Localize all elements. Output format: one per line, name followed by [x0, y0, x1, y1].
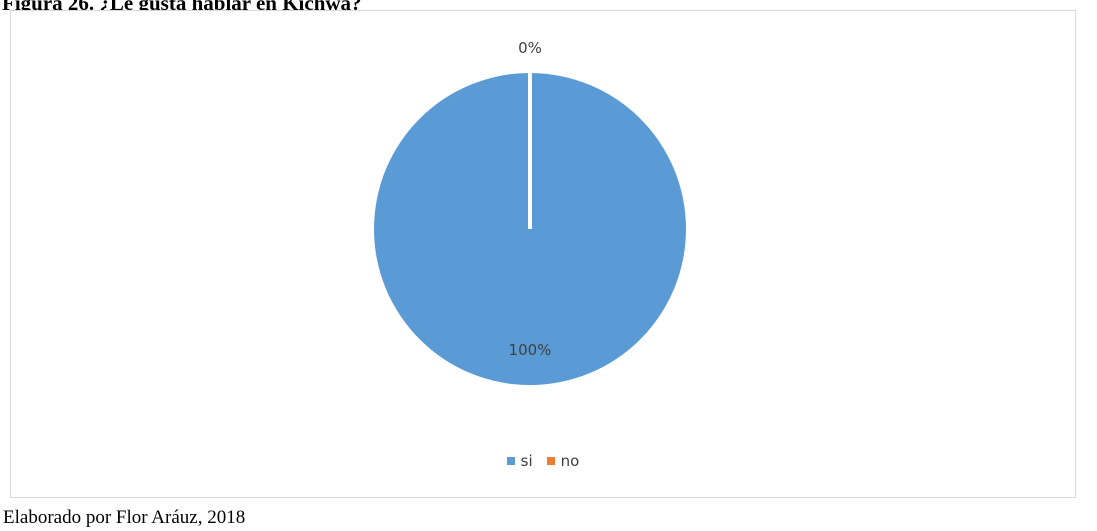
legend-label-si: si — [520, 452, 533, 470]
data-label-si: 100% — [509, 341, 552, 359]
chart-legend: si no — [11, 452, 1075, 470]
figure-caption: Elaborado por Flor Aráuz, 2018 — [3, 507, 246, 528]
legend-item-si: si — [506, 452, 533, 470]
pie-chart: 100% 0% — [374, 39, 686, 385]
legend-label-no: no — [560, 452, 580, 470]
legend-swatch-si — [506, 457, 515, 465]
data-label-no: 0% — [518, 39, 542, 57]
chart-area: 100% 0% si no — [10, 10, 1076, 498]
legend-swatch-no — [546, 457, 555, 465]
legend-item-no: no — [546, 452, 580, 470]
